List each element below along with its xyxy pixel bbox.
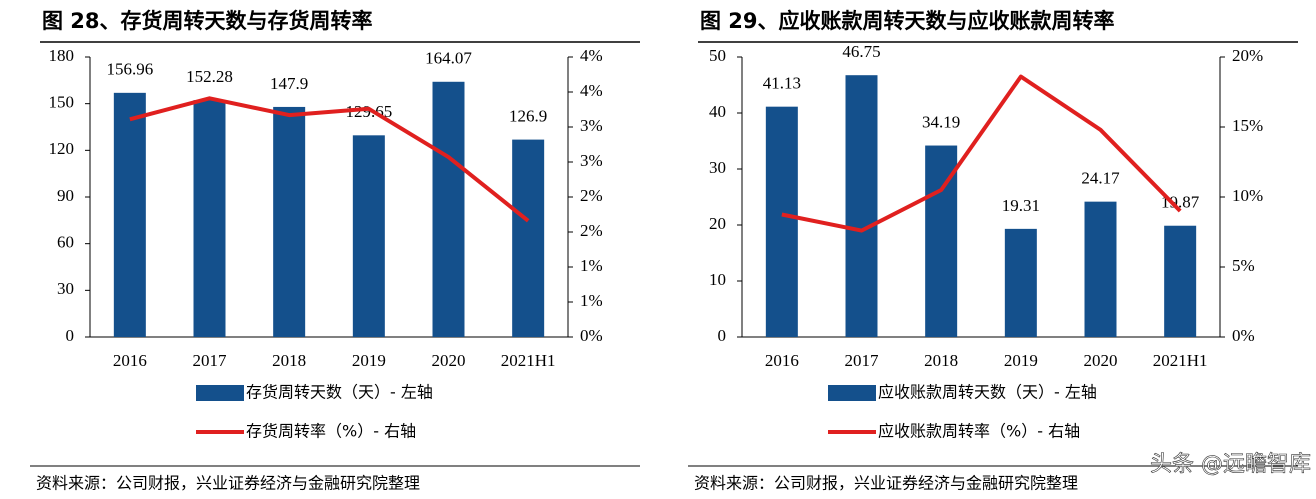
value-label: 24.17	[1081, 169, 1120, 188]
x-tick-label: 2019	[352, 351, 386, 370]
x-tick-label: 2018	[924, 351, 958, 370]
x-tick-label: 2020	[432, 351, 466, 370]
y2-tick-label: 1%	[580, 291, 603, 310]
value-label: 147.9	[270, 74, 308, 93]
source: 资料来源：公司财报，兴业证券经济与金融研究院整理	[694, 474, 1078, 493]
y2-tick-label: 2%	[580, 186, 603, 205]
legend-swatch	[828, 385, 876, 401]
bar	[1084, 201, 1117, 337]
chart-title: 图 29、应收账款周转天数与应收账款周转率	[700, 9, 1115, 33]
x-tick-label: 2021H1	[501, 351, 556, 370]
bar	[113, 92, 146, 337]
line	[129, 96, 530, 223]
value-label: 152.28	[186, 67, 233, 86]
y2-tick-label: 15%	[1232, 116, 1263, 135]
y-tick-label: 30	[709, 158, 726, 177]
y-tick-label: 20	[709, 214, 726, 233]
bar	[1164, 225, 1197, 337]
bar	[432, 81, 465, 337]
bar	[1004, 228, 1037, 337]
line	[781, 74, 1182, 233]
y2-tick-label: 4%	[580, 46, 603, 65]
legend-label: 存货周转天数（天）- 左轴	[246, 383, 433, 402]
y2-tick-label: 1%	[580, 256, 603, 275]
value-label: 41.13	[763, 74, 801, 93]
value-label: 19.31	[1002, 196, 1040, 215]
source: 资料来源：公司财报，兴业证券经济与金融研究院整理	[36, 474, 420, 493]
value-label: 19.87	[1161, 193, 1200, 212]
x-tick-label: 2020	[1084, 351, 1118, 370]
legend-label: 应收账款周转天数（天）- 左轴	[878, 383, 1097, 402]
bar	[352, 135, 385, 337]
x-tick-label: 2016	[113, 351, 147, 370]
y-tick-label: 10	[709, 270, 726, 289]
value-label: 126.9	[509, 107, 547, 126]
y2-tick-label: 2%	[580, 221, 603, 240]
y2-tick-label: 0%	[580, 326, 603, 345]
y-tick-label: 0	[66, 326, 75, 345]
x-tick-label: 2017	[845, 351, 880, 370]
y-tick-label: 30	[57, 279, 74, 298]
chart-title: 图 28、存货周转天数与存货周转率	[42, 9, 373, 33]
value-label: 46.75	[842, 42, 880, 61]
y2-tick-label: 4%	[580, 81, 603, 100]
y-tick-label: 0	[718, 326, 727, 345]
value-label: 34.19	[922, 112, 960, 131]
value-label: 156.96	[106, 60, 153, 79]
y2-tick-label: 0%	[1232, 326, 1255, 345]
bar	[845, 75, 878, 337]
y2-tick-label: 20%	[1232, 46, 1263, 65]
x-tick-label: 2021H1	[1153, 351, 1208, 370]
bar	[193, 100, 226, 338]
legend-label: 存货周转率（%）- 右轴	[246, 422, 416, 441]
x-tick-label: 2019	[1004, 351, 1038, 370]
bar	[765, 106, 798, 337]
y-tick-label: 60	[57, 233, 74, 252]
legend-label: 应收账款周转率（%）- 右轴	[878, 422, 1080, 441]
y-tick-label: 150	[49, 93, 75, 112]
legend-swatch	[196, 385, 244, 401]
x-tick-label: 2017	[193, 351, 228, 370]
watermark: 头条 @远瞻智库	[1150, 452, 1311, 477]
y2-tick-label: 10%	[1232, 186, 1263, 205]
y-tick-label: 40	[709, 102, 726, 121]
y2-tick-label: 5%	[1232, 256, 1255, 275]
y-tick-label: 90	[57, 186, 74, 205]
y2-tick-label: 3%	[580, 116, 603, 135]
x-tick-label: 2018	[272, 351, 306, 370]
x-tick-label: 2016	[765, 351, 799, 370]
bar	[273, 106, 306, 337]
bar	[512, 139, 545, 337]
y-tick-label: 50	[709, 46, 726, 65]
y-tick-label: 120	[49, 139, 75, 158]
y-tick-label: 180	[49, 46, 75, 65]
y2-tick-label: 3%	[580, 151, 603, 170]
value-label: 164.07	[425, 49, 472, 68]
